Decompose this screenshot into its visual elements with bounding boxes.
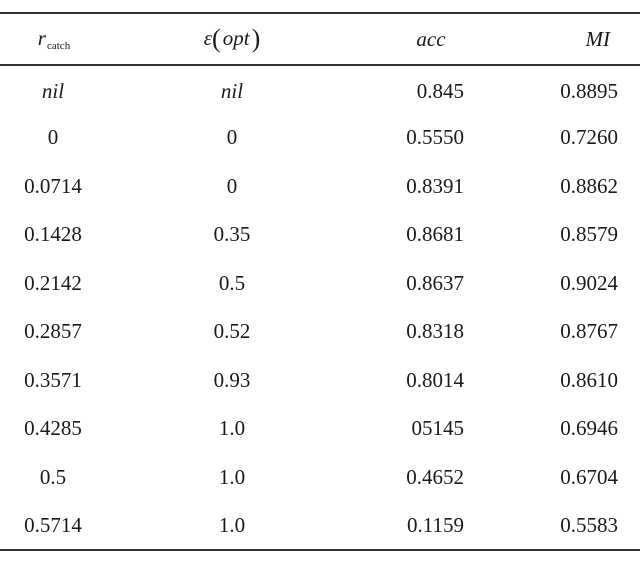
header-epsilon-symbol: ε — [203, 26, 213, 50]
header-paren-close: ) — [251, 24, 261, 53]
table-header: rcatch ε(opt) acc MI — [0, 12, 640, 66]
table-row: 0.3571 0.93 0.8014 0.8610 — [0, 356, 640, 405]
cell-epsilon-opt: 0.93 — [213, 367, 251, 392]
table-row: 0 0 0.5550 0.7260 — [0, 114, 640, 163]
header-r-catch: rcatch — [0, 12, 108, 66]
cell-mi: 0.8610 — [560, 367, 618, 392]
cell-acc: 0.4652 — [406, 464, 464, 489]
cell-mi: 0.6704 — [560, 464, 618, 489]
table-row: nil nil 0.845 0.8895 — [0, 65, 640, 114]
cell-r-catch: 0.4285 — [24, 416, 82, 441]
results-table: rcatch ε(opt) acc MI nil nil 0.845 0.8895 0 0… — [0, 12, 640, 551]
table-row: 0.4285 1.0 05145 0.6946 — [0, 405, 640, 454]
cell-r-catch: 0.5 — [39, 464, 67, 489]
cell-epsilon-opt: 1.0 — [108, 501, 356, 551]
header-epsilon-opt: ε(opt) — [108, 12, 356, 66]
table-body: nil nil 0.845 0.8895 0 0 0.5550 0.7260 0.0714 0 0.… — [0, 65, 640, 551]
header-mi: MI — [506, 12, 640, 66]
cell-epsilon-opt: 0.35 — [213, 222, 251, 247]
cell-r-catch: 0.1428 — [24, 222, 82, 247]
header-r-subscript: catch — [46, 40, 71, 52]
cell-acc: 0.8637 — [406, 270, 464, 295]
table-row: 0.5 1.0 0.4652 0.6704 — [0, 453, 640, 502]
cell-epsilon-opt: nil — [220, 79, 244, 104]
table-row: 0.2142 0.5 0.8637 0.9024 — [0, 259, 640, 308]
table-row: 0.5714 1.0 0.1159 0.5583 — [0, 501, 640, 551]
cell-acc: 0.1159 — [356, 501, 506, 551]
cell-acc: 0.8681 — [406, 222, 464, 247]
cell-mi: 0.8579 — [560, 222, 618, 247]
cell-r-catch: 0 — [47, 125, 59, 150]
cell-r-catch: 0.5714 — [0, 501, 108, 551]
table-row: 0.0714 0 0.8391 0.8862 — [0, 162, 640, 211]
header-opt-arg: opt — [222, 26, 250, 50]
cell-acc: 0.8391 — [406, 173, 464, 198]
cell-mi: 0.5583 — [506, 501, 640, 551]
header-row: rcatch ε(opt) acc MI — [0, 12, 640, 66]
cell-acc: 0.845 — [416, 79, 464, 104]
cell-mi: 0.9024 — [560, 270, 618, 295]
cell-epsilon-opt: 0.5 — [218, 270, 246, 295]
header-r-symbol: r — [37, 26, 46, 50]
cell-epsilon-opt: 1.0 — [218, 416, 246, 441]
header-acc: acc — [356, 12, 506, 66]
table-row: 0.2857 0.52 0.8318 0.8767 — [0, 308, 640, 357]
cell-mi: 0.8862 — [560, 173, 618, 198]
cell-mi: 0.6946 — [560, 416, 618, 441]
cell-acc: 0.5550 — [406, 125, 464, 150]
table-row: 0.1428 0.35 0.8681 0.8579 — [0, 211, 640, 260]
cell-r-catch: 0.0714 — [24, 173, 82, 198]
cell-acc: 0.8014 — [406, 367, 464, 392]
header-paren-open: ( — [212, 24, 221, 53]
cell-epsilon-opt: 0 — [226, 173, 238, 198]
cell-epsilon-opt: 1.0 — [218, 464, 246, 489]
cell-epsilon-opt: 0.52 — [213, 319, 251, 344]
cell-r-catch: nil — [41, 79, 65, 104]
cell-mi: 0.7260 — [560, 125, 618, 150]
cell-mi: 0.8767 — [560, 319, 618, 344]
cell-mi: 0.8895 — [560, 79, 618, 104]
cell-r-catch: 0.2857 — [24, 319, 82, 344]
cell-acc: 05145 — [411, 416, 465, 441]
cell-acc: 0.8318 — [406, 319, 464, 344]
cell-r-catch: 0.2142 — [24, 270, 82, 295]
cell-r-catch: 0.3571 — [24, 367, 82, 392]
cell-epsilon-opt: 0 — [226, 125, 238, 150]
